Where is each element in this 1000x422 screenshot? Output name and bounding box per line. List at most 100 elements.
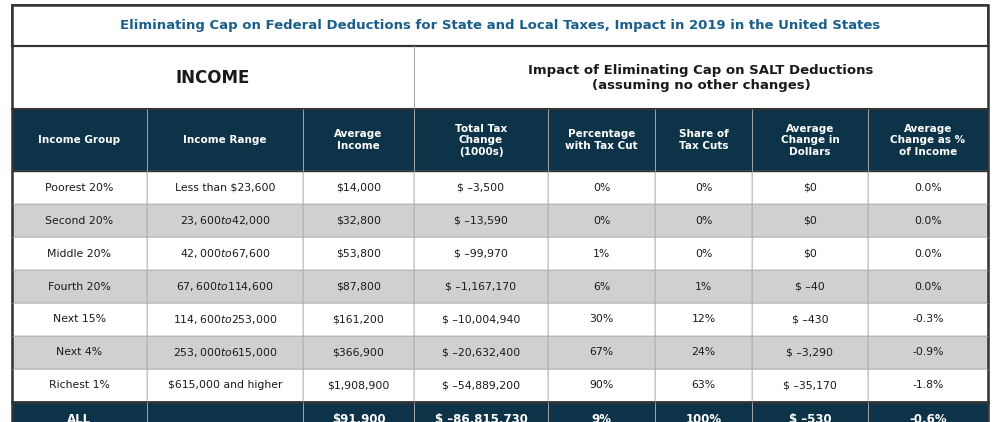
Bar bbox=[147, 303, 303, 336]
Text: $ –20,632,400: $ –20,632,400 bbox=[442, 347, 520, 357]
Text: $ –35,170: $ –35,170 bbox=[783, 380, 837, 390]
Text: $ –54,889,200: $ –54,889,200 bbox=[442, 380, 520, 390]
Bar bbox=[548, 303, 655, 336]
Bar bbox=[147, 171, 303, 204]
Bar bbox=[414, 171, 548, 204]
Text: $161,200: $161,200 bbox=[333, 314, 384, 325]
Bar bbox=[12, 46, 414, 109]
Bar bbox=[548, 402, 655, 422]
Bar bbox=[303, 171, 414, 204]
Bar bbox=[752, 303, 868, 336]
Bar bbox=[147, 270, 303, 303]
Text: 0%: 0% bbox=[593, 216, 610, 226]
Bar bbox=[414, 369, 548, 402]
Bar bbox=[414, 46, 988, 109]
Text: $87,800: $87,800 bbox=[336, 281, 381, 292]
Text: $14,000: $14,000 bbox=[336, 183, 381, 193]
Text: 0.0%: 0.0% bbox=[914, 183, 942, 193]
Text: 100%: 100% bbox=[685, 413, 722, 422]
Text: INCOME: INCOME bbox=[176, 69, 250, 87]
Bar bbox=[548, 204, 655, 237]
Bar bbox=[655, 237, 752, 270]
Text: $615,000 and higher: $615,000 and higher bbox=[168, 380, 282, 390]
Text: $0: $0 bbox=[803, 216, 817, 226]
Text: 0%: 0% bbox=[695, 183, 712, 193]
Bar bbox=[147, 109, 303, 171]
Bar bbox=[752, 270, 868, 303]
Text: $ –13,590: $ –13,590 bbox=[454, 216, 508, 226]
Text: ALL: ALL bbox=[67, 413, 91, 422]
Bar bbox=[147, 402, 303, 422]
Bar bbox=[12, 237, 147, 270]
Text: Eliminating Cap on Federal Deductions for State and Local Taxes, Impact in 2019 : Eliminating Cap on Federal Deductions fo… bbox=[120, 19, 880, 32]
Bar bbox=[303, 237, 414, 270]
Text: $ –3,290: $ –3,290 bbox=[786, 347, 833, 357]
Text: Second 20%: Second 20% bbox=[45, 216, 113, 226]
Text: Poorest 20%: Poorest 20% bbox=[45, 183, 114, 193]
Bar bbox=[548, 336, 655, 369]
Text: Fourth 20%: Fourth 20% bbox=[48, 281, 111, 292]
Bar bbox=[655, 336, 752, 369]
Text: $ –3,500: $ –3,500 bbox=[457, 183, 505, 193]
Text: 0.0%: 0.0% bbox=[914, 216, 942, 226]
Bar bbox=[655, 402, 752, 422]
Text: $ –10,004,940: $ –10,004,940 bbox=[442, 314, 520, 325]
Text: 0.0%: 0.0% bbox=[914, 281, 942, 292]
Text: $67,600 to $114,600: $67,600 to $114,600 bbox=[176, 280, 273, 293]
Bar bbox=[147, 369, 303, 402]
Text: Income Range: Income Range bbox=[183, 135, 267, 145]
Text: -0.6%: -0.6% bbox=[909, 413, 947, 422]
Text: 0%: 0% bbox=[695, 249, 712, 259]
Text: $53,800: $53,800 bbox=[336, 249, 381, 259]
Text: $ –530: $ –530 bbox=[789, 413, 831, 422]
Bar bbox=[868, 109, 988, 171]
Bar bbox=[414, 270, 548, 303]
Text: Less than $23,600: Less than $23,600 bbox=[175, 183, 275, 193]
Bar bbox=[548, 270, 655, 303]
Text: $ –1,167,170: $ –1,167,170 bbox=[445, 281, 517, 292]
Bar bbox=[655, 109, 752, 171]
Bar bbox=[868, 204, 988, 237]
Bar bbox=[868, 369, 988, 402]
Bar bbox=[12, 402, 147, 422]
Text: Next 15%: Next 15% bbox=[53, 314, 106, 325]
Bar bbox=[12, 109, 147, 171]
Bar bbox=[655, 171, 752, 204]
Text: $ –430: $ –430 bbox=[792, 314, 828, 325]
Bar bbox=[303, 270, 414, 303]
Bar bbox=[655, 204, 752, 237]
Text: -0.9%: -0.9% bbox=[912, 347, 944, 357]
Bar bbox=[752, 336, 868, 369]
Text: Next 4%: Next 4% bbox=[56, 347, 102, 357]
Bar bbox=[303, 402, 414, 422]
Text: 12%: 12% bbox=[691, 314, 716, 325]
Bar bbox=[303, 109, 414, 171]
Bar bbox=[414, 237, 548, 270]
Text: 67%: 67% bbox=[589, 347, 614, 357]
Bar bbox=[868, 171, 988, 204]
Bar bbox=[12, 270, 147, 303]
Text: $ –99,970: $ –99,970 bbox=[454, 249, 508, 259]
Bar bbox=[147, 237, 303, 270]
Bar bbox=[147, 336, 303, 369]
Text: Richest 1%: Richest 1% bbox=[49, 380, 110, 390]
Text: Percentage
with Tax Cut: Percentage with Tax Cut bbox=[565, 129, 638, 151]
Bar bbox=[655, 270, 752, 303]
Text: 30%: 30% bbox=[589, 314, 614, 325]
Bar bbox=[868, 270, 988, 303]
Bar bbox=[303, 204, 414, 237]
Text: 9%: 9% bbox=[592, 413, 612, 422]
Text: Average
Change in
Dollars: Average Change in Dollars bbox=[781, 124, 839, 157]
Text: $0: $0 bbox=[803, 183, 817, 193]
Text: $ –40: $ –40 bbox=[795, 281, 825, 292]
Bar bbox=[414, 402, 548, 422]
Text: $ –86,815,730: $ –86,815,730 bbox=[435, 413, 527, 422]
Text: 24%: 24% bbox=[691, 347, 716, 357]
Bar bbox=[548, 109, 655, 171]
Bar bbox=[12, 5, 988, 46]
Bar bbox=[868, 303, 988, 336]
Bar bbox=[303, 336, 414, 369]
Bar bbox=[548, 369, 655, 402]
Bar bbox=[548, 171, 655, 204]
Bar bbox=[303, 369, 414, 402]
